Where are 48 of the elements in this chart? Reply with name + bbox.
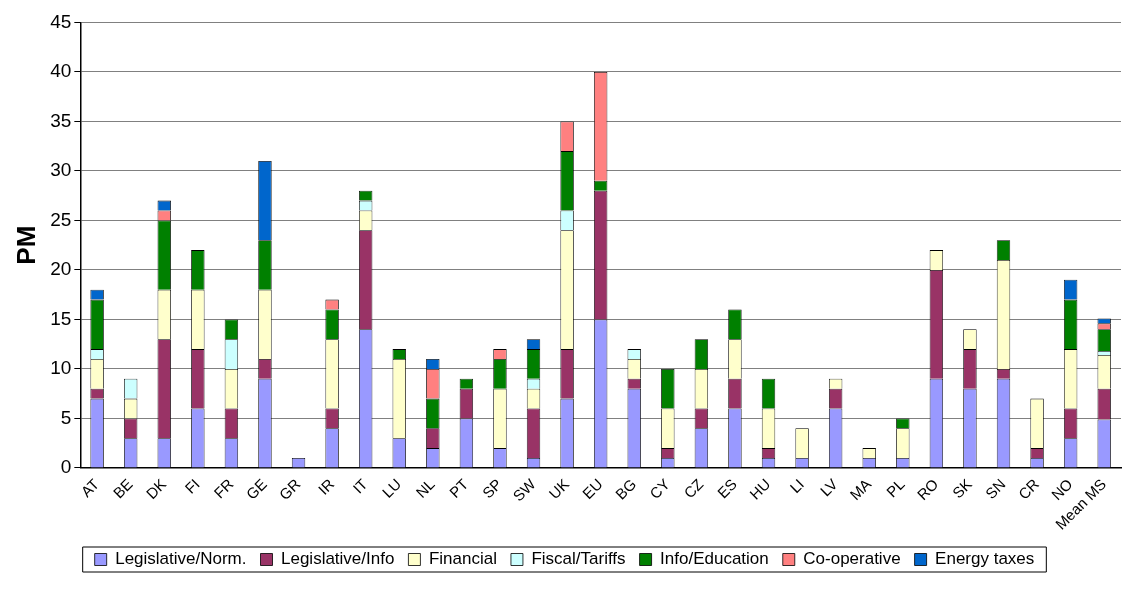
x-tick-label: SK xyxy=(948,475,975,502)
x-tick-label: DK xyxy=(142,475,170,503)
x-tick-label: LU xyxy=(378,475,405,501)
x-tick-label: NO xyxy=(1047,475,1076,504)
x-tick-label: PL xyxy=(882,475,908,501)
x-tick-label: GR xyxy=(275,475,304,504)
legend-label: Legislative/Norm. xyxy=(115,549,247,569)
x-tick-label: BE xyxy=(109,475,136,502)
x-tick-label: BG xyxy=(611,475,640,503)
x-tick-label: ES xyxy=(713,475,740,502)
x-tick-label: AT xyxy=(77,475,103,501)
y-tick-label: 40 xyxy=(50,60,72,82)
x-tick-label: SW xyxy=(509,474,540,505)
x-tick-label: FI xyxy=(181,475,203,497)
x-tick-label: LI xyxy=(786,475,808,497)
y-tick-label: 30 xyxy=(50,159,72,181)
y-tick-label: 45 xyxy=(50,10,72,32)
x-tick-label: FR xyxy=(210,475,237,502)
x-tick-label: NL xyxy=(412,475,438,501)
x-tick-label: GE xyxy=(242,475,271,503)
x-tick-label: SN xyxy=(981,475,1009,503)
y-tick-label: 20 xyxy=(50,258,72,280)
legend-label: Legislative/Info xyxy=(281,549,395,569)
x-tick-label: RO xyxy=(913,475,942,504)
x-tick-label: CY xyxy=(646,475,673,503)
x-tick-label: PT xyxy=(445,475,472,501)
y-tick-label: 15 xyxy=(50,307,72,329)
legend-label: Co-operative xyxy=(803,549,901,569)
x-tick-label: IT xyxy=(349,475,371,497)
x-tick-label: CZ xyxy=(680,475,707,502)
y-tick-label: 25 xyxy=(50,208,72,230)
x-tick-label: HU xyxy=(746,475,774,503)
y-axis-title: PM xyxy=(10,225,41,265)
legend-label: Energy taxes xyxy=(935,549,1035,569)
y-tick-label: 5 xyxy=(60,406,72,428)
x-tick-label: SP xyxy=(478,475,506,502)
x-tick-label: CR xyxy=(1014,475,1043,503)
legend-label: Fiscal/Tariffs xyxy=(531,549,626,569)
x-tick-label: IR xyxy=(314,475,338,498)
legend-label: Info/Education xyxy=(660,549,769,569)
y-tick-label: 0 xyxy=(60,456,72,478)
y-tick-label: 10 xyxy=(50,357,72,379)
x-tick-label: MA xyxy=(846,475,875,504)
y-tick-label: 35 xyxy=(50,109,72,131)
legend-label: Financial xyxy=(428,549,497,569)
x-tick-label: UK xyxy=(545,475,573,503)
x-tick-label: EU xyxy=(578,475,606,503)
x-tick-label: LV xyxy=(816,475,841,500)
